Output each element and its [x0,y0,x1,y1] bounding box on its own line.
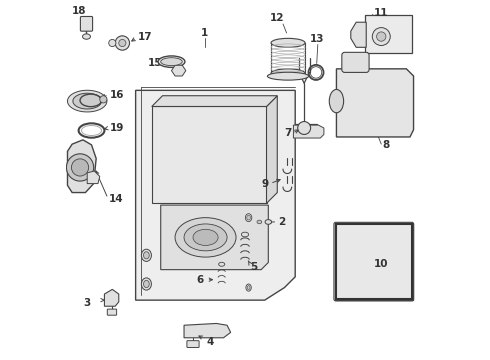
Ellipse shape [257,220,262,224]
FancyBboxPatch shape [342,52,369,72]
Circle shape [377,32,386,41]
Polygon shape [267,96,277,203]
Polygon shape [136,90,295,300]
Circle shape [67,154,94,181]
Polygon shape [68,140,96,193]
Text: 19: 19 [109,123,124,133]
Ellipse shape [158,56,185,67]
Polygon shape [335,223,413,300]
Ellipse shape [193,229,218,246]
Text: 6: 6 [197,275,204,285]
Ellipse shape [161,58,182,66]
Ellipse shape [245,214,252,222]
Ellipse shape [246,284,251,291]
Polygon shape [172,65,186,76]
Ellipse shape [268,72,309,80]
Ellipse shape [219,262,225,266]
Text: 7: 7 [284,129,292,138]
Text: 2: 2 [278,217,286,227]
Text: 8: 8 [382,140,389,150]
Text: 14: 14 [109,194,123,204]
Circle shape [372,28,390,45]
Ellipse shape [242,232,248,237]
Polygon shape [152,107,267,203]
Ellipse shape [175,218,236,257]
Text: 16: 16 [109,90,124,100]
Polygon shape [294,125,324,138]
Ellipse shape [329,89,343,113]
Ellipse shape [82,34,91,39]
Text: 13: 13 [310,34,324,44]
Ellipse shape [247,285,250,289]
Text: 15: 15 [148,58,163,68]
Text: 10: 10 [373,259,388,269]
FancyBboxPatch shape [187,341,199,347]
Circle shape [298,122,311,134]
Text: 12: 12 [270,13,285,23]
Text: 11: 11 [373,8,388,18]
Polygon shape [87,171,100,184]
Ellipse shape [144,252,149,259]
Polygon shape [104,289,119,306]
Ellipse shape [265,220,271,224]
FancyBboxPatch shape [80,17,93,31]
Polygon shape [152,96,277,107]
Polygon shape [351,22,366,47]
Polygon shape [68,90,107,112]
Text: 5: 5 [250,262,258,272]
Polygon shape [73,93,101,109]
Polygon shape [161,205,269,270]
Text: 1: 1 [201,28,208,38]
Circle shape [115,36,129,50]
Text: 3: 3 [83,298,91,308]
Text: 17: 17 [137,32,152,41]
Polygon shape [337,69,414,137]
Ellipse shape [271,69,305,78]
Ellipse shape [141,249,151,261]
Circle shape [119,40,126,46]
Ellipse shape [141,278,151,290]
Circle shape [109,40,116,46]
Polygon shape [365,15,412,53]
Text: 9: 9 [262,179,269,189]
Ellipse shape [271,39,305,47]
FancyBboxPatch shape [107,309,117,315]
Circle shape [72,159,89,176]
Polygon shape [184,323,231,338]
Ellipse shape [184,224,227,251]
Text: 18: 18 [72,6,87,16]
Ellipse shape [144,280,149,288]
Circle shape [100,96,107,103]
Text: 4: 4 [206,337,214,347]
Ellipse shape [247,215,250,220]
